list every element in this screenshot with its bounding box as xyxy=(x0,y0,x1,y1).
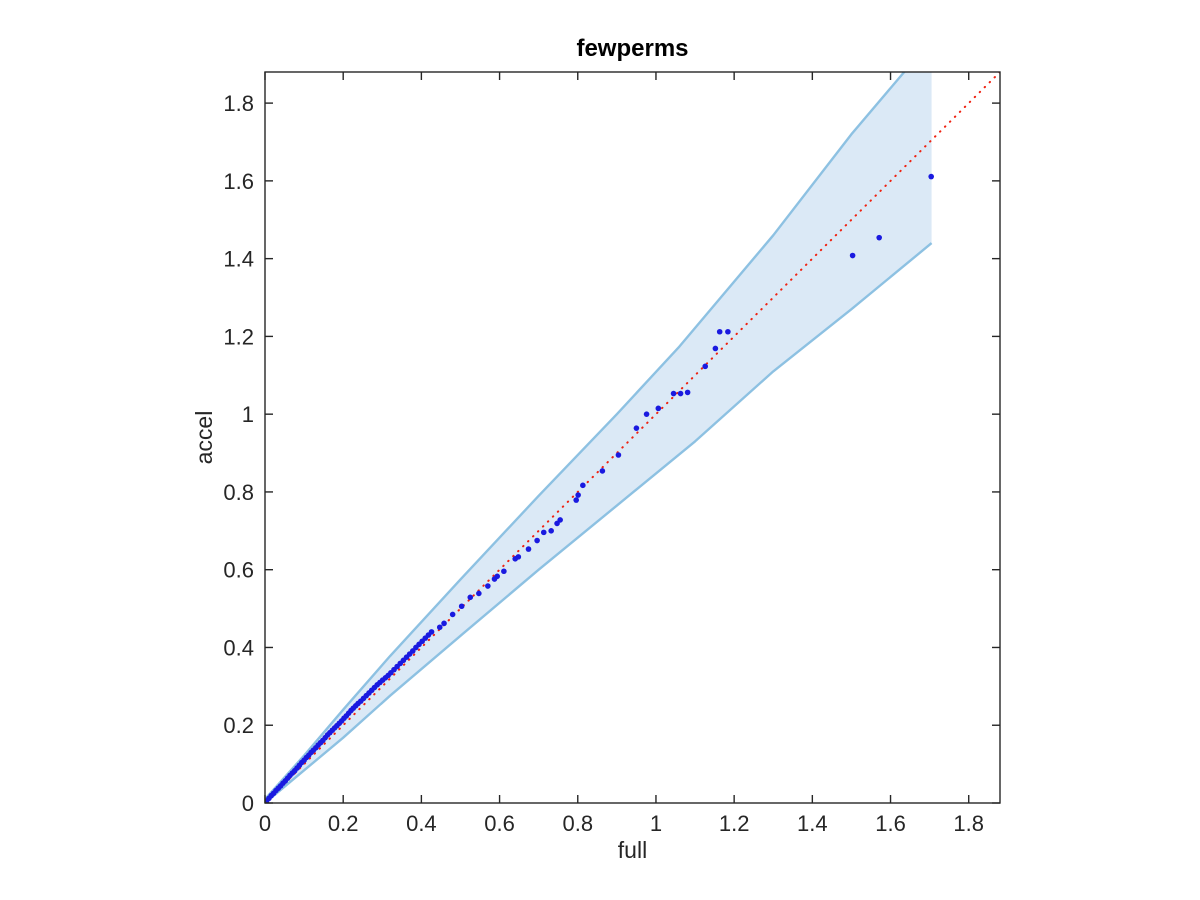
y-tick-label: 1.2 xyxy=(223,324,254,349)
y-tick-label: 1.4 xyxy=(223,247,254,272)
y-tick-label: 1.8 xyxy=(223,91,254,116)
data-point xyxy=(458,603,465,610)
x-axis-label: full xyxy=(618,837,647,863)
data-point xyxy=(928,173,934,180)
data-point xyxy=(633,425,640,431)
axis-ticks-layer xyxy=(264,72,1000,804)
x-tick-label: 1 xyxy=(650,811,662,836)
x-tick-label: 0.2 xyxy=(328,811,359,836)
y-tick-label: 0.8 xyxy=(223,480,254,505)
data-point xyxy=(712,345,719,352)
data-point xyxy=(702,363,709,370)
data-point xyxy=(573,497,580,503)
data-point xyxy=(534,537,540,544)
confidence-band-upper-edge xyxy=(265,72,906,800)
data-point xyxy=(615,452,622,458)
data-point xyxy=(684,389,691,396)
data-point xyxy=(670,390,677,397)
x-tick-label: 1.2 xyxy=(719,811,750,836)
data-point xyxy=(501,568,507,575)
confidence-band-lower-edge xyxy=(265,242,933,803)
data-point xyxy=(494,573,501,580)
data-point xyxy=(525,546,532,552)
data-point xyxy=(575,492,581,498)
data-point xyxy=(849,252,856,259)
data-point xyxy=(876,234,882,241)
data-point xyxy=(655,405,662,412)
y-tick-label: 0.4 xyxy=(223,635,254,660)
data-point xyxy=(548,528,554,534)
data-point xyxy=(441,620,447,627)
data-point xyxy=(643,411,650,417)
y-tick-label: 1 xyxy=(242,402,254,427)
data-point xyxy=(476,590,482,597)
chart-title: fewperms xyxy=(576,35,688,62)
y-tick-label: 0 xyxy=(242,791,254,816)
x-tick-label: 0.4 xyxy=(406,811,437,836)
x-tick-label: 0 xyxy=(259,811,271,836)
data-point xyxy=(716,328,723,335)
y-axis-label: accel xyxy=(191,411,217,465)
x-tick-label: 1.8 xyxy=(953,811,984,836)
y-tick-label: 0.6 xyxy=(223,558,254,583)
y-tick-label: 0.2 xyxy=(223,713,254,738)
data-point xyxy=(467,594,474,601)
confidence-band-layer xyxy=(265,72,933,803)
data-point xyxy=(540,529,547,536)
x-tick-label: 1.4 xyxy=(797,811,828,836)
data-point xyxy=(677,390,684,397)
data-point xyxy=(580,482,586,489)
x-tick-label: 1.6 xyxy=(875,811,906,836)
tick-labels-layer: 0 0.2 0.4 0.6 0.8 1 1.2 1.4 1.6 1.8 0 0.2 0.4 0.6 0.8 1… xyxy=(223,91,984,836)
data-point xyxy=(428,629,435,635)
identity-reference-line xyxy=(265,72,1000,803)
x-tick-label: 0.8 xyxy=(562,811,593,836)
plot-border xyxy=(264,71,1001,804)
data-point xyxy=(515,554,522,560)
data-point xyxy=(485,583,491,589)
x-tick-label: 0.6 xyxy=(484,811,515,836)
data-point xyxy=(449,611,456,618)
y-tick-label: 1.6 xyxy=(223,169,254,194)
scatter-points-layer xyxy=(265,173,934,803)
data-point xyxy=(436,624,443,631)
data-point xyxy=(557,517,563,523)
confidence-band-fill xyxy=(265,72,932,803)
data-point xyxy=(599,468,606,474)
reference-line-layer xyxy=(265,72,1000,803)
data-point xyxy=(725,328,731,335)
